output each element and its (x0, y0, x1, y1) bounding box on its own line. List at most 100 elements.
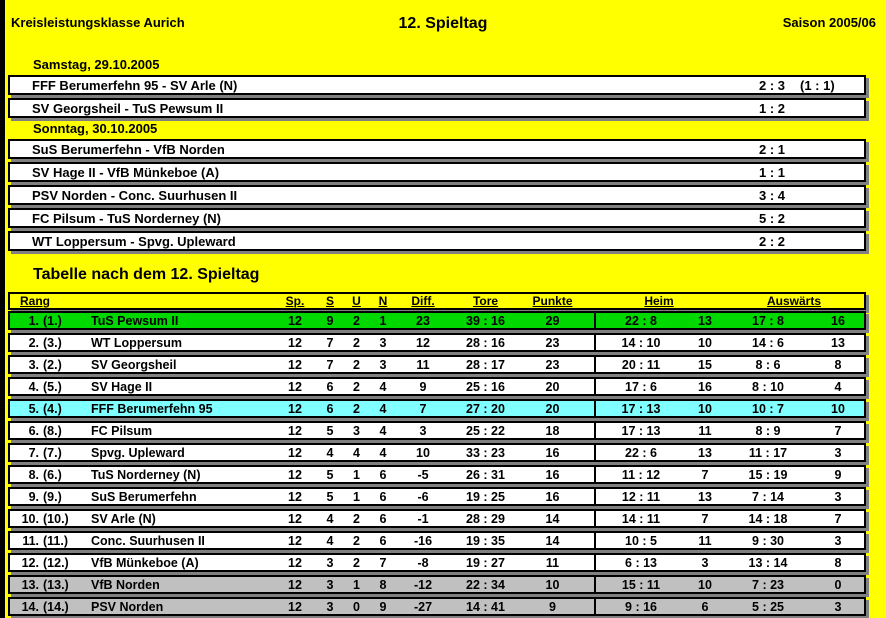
points-cell: 23 (545, 357, 560, 372)
home-goals-cell: 11 : 12 (594, 467, 686, 482)
home-goals-cell: 9 : 16 (594, 599, 686, 614)
team-name-cell: TuS Norderney (N) (91, 467, 201, 482)
wins-cell: 7 (326, 357, 334, 372)
rank-cell: 8. (28, 467, 39, 482)
col-header-auswaerts: Auswärts (766, 294, 822, 308)
home-points-cell: 3 (701, 555, 709, 570)
match-pairing: WT Loppersum - Spvg. Upleward (32, 233, 236, 249)
away-goals-cell: 9 : 30 (752, 533, 784, 548)
row-divider-spacer (584, 599, 594, 614)
team-name-cell: FFF Berumerfehn 95 (91, 401, 213, 416)
points-cell: 23 (545, 335, 560, 350)
match-row: SV Georgsheil - TuS Pewsum II 1 : 2 (8, 98, 866, 118)
points-cell: 20 (545, 379, 560, 394)
previous-rank-cell: (3.) (43, 335, 62, 350)
away-goals-cell: 14 : 18 (748, 511, 788, 526)
col-header-spiele: Sp. (285, 294, 305, 308)
draws-cell: 2 (353, 379, 360, 394)
previous-rank-cell: (14.) (43, 599, 69, 614)
rank-cell: 13. (21, 577, 39, 592)
rank-cell: 1. (28, 313, 39, 328)
wins-cell: 6 (326, 401, 334, 416)
losses-cell: 6 (379, 511, 387, 526)
wins-cell: 5 (326, 489, 334, 504)
away-goals-cell: 15 : 19 (748, 467, 788, 482)
away-points-cell: 16 (831, 313, 845, 328)
goal-diff-cell: 11 (416, 357, 430, 372)
match-final-score: 5 : 2 (758, 210, 785, 226)
row-divider-spacer (584, 555, 594, 570)
table-row: 13. (13.) VfB Norden 12 3 1 8 -12 22 : 3… (8, 575, 866, 594)
losses-cell: 4 (379, 423, 387, 438)
row-divider-spacer (584, 401, 594, 416)
losses-cell: 6 (379, 533, 387, 548)
away-goals-cell: 10 : 7 (752, 401, 784, 416)
team-name-cell: SV Arle (N) (91, 511, 156, 526)
draws-cell: 0 (353, 599, 360, 614)
rank-cell: 12. (21, 555, 39, 570)
points-cell: 18 (545, 423, 560, 438)
goals-cell: 19 : 25 (466, 489, 505, 504)
table-header-row: Rang Sp. S U N Diff. Tore Punkte Heim Au… (8, 292, 866, 310)
draws-cell: 2 (353, 555, 360, 570)
match-row: FC Pilsum - TuS Norderney (N) 5 : 2 (8, 208, 866, 228)
wins-cell: 7 (326, 335, 334, 350)
away-points-cell: 3 (834, 533, 842, 548)
match-pairing: SV Georgsheil - TuS Pewsum II (32, 100, 224, 116)
goal-diff-cell: -16 (413, 533, 433, 548)
losses-cell: 4 (379, 401, 387, 416)
team-name-cell: Spvg. Upleward (91, 445, 185, 460)
row-divider-spacer (584, 379, 594, 394)
rank-cell: 2. (28, 335, 39, 350)
home-goals-cell: 17 : 6 (594, 379, 686, 394)
table-row: 10. (10.) SV Arle (N) 12 4 2 6 -1 28 : 2… (8, 509, 866, 528)
col-header-diff: Diff. (411, 294, 435, 308)
away-points-cell: 3 (834, 489, 842, 504)
home-goals-cell: 17 : 13 (594, 401, 686, 416)
goals-cell: 27 : 20 (466, 401, 505, 416)
row-divider-spacer (584, 577, 594, 592)
goals-cell: 39 : 16 (466, 313, 505, 328)
home-points-cell: 16 (698, 379, 712, 394)
match-row: SuS Berumerfehn - VfB Norden 2 : 1 (8, 139, 866, 159)
col-header-siege: S (325, 294, 334, 308)
previous-rank-cell: (7.) (43, 445, 62, 460)
rank-cell: 6. (28, 423, 39, 438)
rank-cell: 7. (28, 445, 39, 460)
col-header-unentschieden: U (352, 294, 361, 308)
goal-diff-cell: 12 (416, 335, 430, 350)
draws-cell: 1 (353, 467, 360, 482)
match-row: SV Hage II - VfB Münkeboe (A) 1 : 1 (8, 162, 866, 182)
away-points-cell: 0 (834, 577, 842, 592)
row-divider-spacer (584, 357, 594, 372)
match-final-score: 2 : 2 (758, 233, 785, 249)
matchday-title: 12. Spieltag (398, 15, 488, 32)
goals-cell: 26 : 31 (466, 467, 505, 482)
goals-cell: 19 : 27 (466, 555, 505, 570)
away-points-cell: 8 (834, 357, 842, 372)
match-halftime-score: (1 : 1) (800, 77, 835, 93)
games-played-cell: 12 (288, 555, 302, 570)
home-goals-cell: 14 : 11 (594, 511, 686, 526)
home-goals-cell: 22 : 8 (594, 313, 686, 328)
rank-cell: 11. (22, 533, 39, 548)
goals-cell: 33 : 23 (466, 445, 505, 460)
table-row: 12. (12.) VfB Münkeboe (A) 12 3 2 7 -8 1… (8, 553, 866, 572)
away-goals-cell: 8 : 9 (755, 423, 781, 438)
goal-diff-cell: -1 (417, 511, 429, 526)
previous-rank-cell: (8.) (43, 423, 62, 438)
match-pairing: FC Pilsum - TuS Norderney (N) (32, 210, 221, 226)
match-pairing: FFF Berumerfehn 95 - SV Arle (N) (32, 77, 238, 93)
wins-cell: 5 (326, 467, 334, 482)
goals-cell: 25 : 16 (466, 379, 505, 394)
away-points-cell: 13 (831, 335, 845, 350)
games-played-cell: 12 (288, 577, 302, 592)
goals-cell: 22 : 34 (466, 577, 505, 592)
points-cell: 14 (545, 511, 560, 526)
away-goals-cell: 7 : 23 (752, 577, 784, 592)
previous-rank-cell: (9.) (43, 489, 62, 504)
home-points-cell: 7 (701, 467, 709, 482)
team-name-cell: TuS Pewsum II (91, 313, 179, 328)
games-played-cell: 12 (288, 357, 302, 372)
rank-cell: 5. (28, 401, 39, 416)
